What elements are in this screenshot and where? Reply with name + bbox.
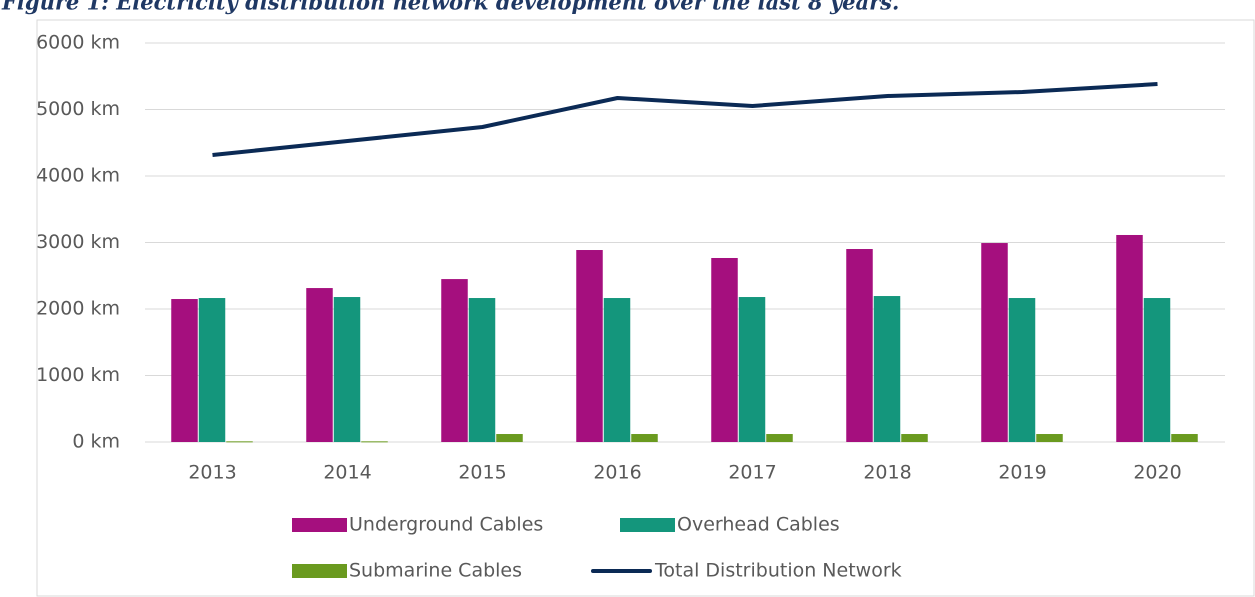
x-tick-label: 2018 — [863, 462, 911, 484]
y-tick-label: 5000 km — [36, 98, 120, 120]
bar — [468, 298, 496, 442]
bar — [846, 249, 873, 442]
bar — [306, 288, 333, 442]
bar — [576, 250, 603, 442]
x-tick-label: 2016 — [593, 462, 641, 484]
bar — [1036, 434, 1063, 442]
bar — [738, 297, 766, 442]
legend-label: Total Distribution Network — [654, 560, 902, 582]
bar — [711, 257, 738, 442]
y-tick-label: 6000 km — [36, 32, 120, 54]
bar — [361, 441, 388, 443]
chart-frame — [36, 19, 1255, 597]
y-tick-label: 2000 km — [36, 298, 120, 320]
bar — [766, 434, 793, 442]
legend-swatch — [620, 518, 675, 532]
legend-label: Overhead Cables — [677, 514, 840, 536]
bar — [901, 434, 928, 442]
y-tick-label: 1000 km — [36, 364, 120, 386]
chart-title: Figure 1: Electricity distribution netwo… — [1, 0, 899, 15]
bar — [1143, 298, 1171, 442]
x-tick-label: 2020 — [1133, 462, 1181, 484]
x-tick-label: 2019 — [998, 462, 1046, 484]
x-tick-label: 2013 — [188, 462, 236, 484]
line — [212, 82, 1158, 157]
bar — [496, 434, 523, 442]
bar — [441, 279, 468, 442]
y-tick-label: 0 km — [72, 431, 120, 453]
legend-swatch — [292, 518, 347, 532]
bar — [603, 298, 631, 442]
x-tick-label: 2015 — [458, 462, 506, 484]
bar — [226, 441, 253, 443]
bar — [198, 298, 226, 442]
legend-swatch — [292, 564, 347, 578]
x-tick-label: 2014 — [323, 462, 371, 484]
bar — [1008, 298, 1036, 442]
x-tick-label: 2017 — [728, 462, 776, 484]
y-tick-label: 4000 km — [36, 165, 120, 187]
bar — [631, 434, 658, 442]
bar — [873, 296, 901, 442]
bar — [333, 297, 361, 442]
bar — [1171, 434, 1198, 442]
y-tick-label: 3000 km — [36, 231, 120, 253]
legend-label: Underground Cables — [349, 514, 543, 536]
bar — [1116, 234, 1143, 442]
bar — [981, 243, 1008, 442]
legend-label: Submarine Cables — [349, 560, 522, 582]
bar — [171, 299, 198, 442]
